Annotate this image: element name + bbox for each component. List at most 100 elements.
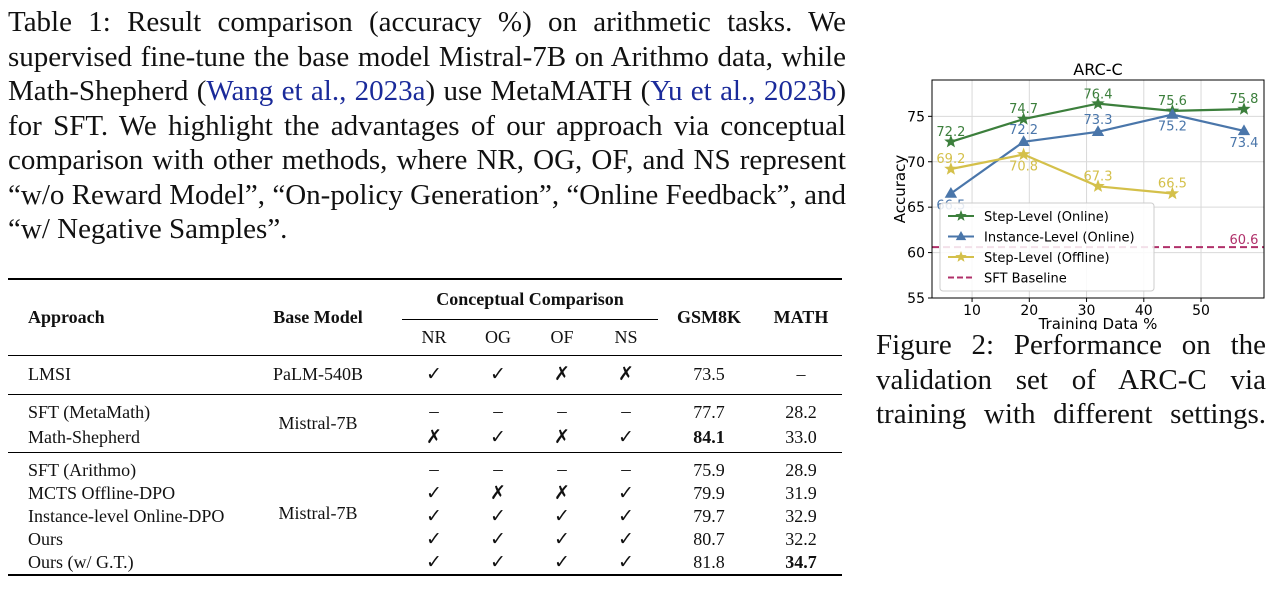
og-cell: ✓ [490, 529, 506, 550]
approach-cell: LMSI [28, 364, 72, 384]
gsm8k-cell: 73.5 [693, 364, 725, 384]
og-cell: – [493, 401, 503, 423]
nr-cell: – [429, 401, 439, 423]
ns-cell: – [621, 401, 631, 423]
header-ns: NS [614, 326, 638, 347]
series-line [950, 153, 1173, 195]
nr-cell: ✓ [426, 506, 442, 527]
approach-cell: Instance-level Online-DPO [28, 506, 225, 526]
ns-cell: ✓ [618, 483, 634, 504]
nr-cell: ✓ [426, 529, 442, 550]
x-axis-label: Training Data % [1038, 315, 1158, 330]
of-cell: ✓ [554, 506, 570, 527]
header-gsm8k: GSM8K [676, 306, 741, 327]
star-marker [1091, 179, 1105, 192]
star-marker [1165, 186, 1180, 200]
og-cell: ✓ [490, 364, 506, 385]
base-model-cell: Mistral-7B [278, 412, 358, 433]
base-model-cell: Mistral-7B [278, 502, 358, 523]
legend-box [939, 202, 1155, 292]
x-tick-label: 20 [1020, 303, 1038, 319]
of-cell: – [557, 401, 567, 423]
data-label: 72.2 [1009, 123, 1038, 138]
data-label: 73.4 [1229, 136, 1258, 151]
citation-wang[interactable]: Wang et al., 2023a [206, 75, 426, 107]
of-cell: ✗ [554, 427, 570, 449]
og-cell: – [493, 459, 503, 481]
nr-cell: ✗ [426, 427, 442, 449]
triangle-marker [1091, 125, 1105, 136]
table-row: MCTS Offline-DPO ✓ ✗ ✗ ✓ 79.9 31.9 [8, 482, 842, 505]
og-cell: ✓ [490, 552, 506, 573]
star-marker [1016, 112, 1031, 125]
approach-cell: Ours [28, 529, 63, 549]
figure-caption: Figure 2: Performance on the validation … [876, 329, 1266, 430]
legend-label: Step-Level (Online) [984, 210, 1109, 225]
data-label: 74.7 [1009, 102, 1038, 117]
math-cell: 28.9 [785, 459, 817, 480]
arc-c-chart: 10 20 30 40 50 55 60 65 70 75 60.6 72.2 74.7 76.4 75.6… [891, 60, 1265, 330]
triangle-marker [1166, 108, 1179, 119]
header-nr: NR [421, 326, 447, 347]
plot-frame [931, 79, 1265, 299]
results-table-wrapper: Approach Base Model Conceptual Compariso… [8, 278, 842, 576]
triangle-marker [944, 187, 958, 198]
chart-title: ARC-C [1073, 60, 1122, 79]
data-label: 76.4 [1084, 88, 1113, 103]
header-conceptual-comparison: Conceptual Comparison [402, 279, 658, 320]
ns-cell: ✓ [618, 427, 634, 449]
gsm8k-cell: 75.9 [693, 459, 725, 480]
nr-cell: – [429, 459, 439, 481]
approach-cell: MCTS Offline-DPO [28, 483, 176, 503]
header-og: OG [485, 326, 511, 347]
star-marker [944, 134, 958, 148]
nr-cell: ✓ [426, 364, 442, 385]
og-cell: ✗ [490, 483, 506, 504]
data-label: 75.6 [1158, 94, 1187, 109]
triangle-marker [1017, 135, 1030, 146]
gsm8k-cell: 79.9 [693, 483, 725, 503]
gsm8k-cell: 81.8 [693, 552, 725, 572]
ns-cell: ✗ [618, 364, 634, 385]
header-approach: Approach [28, 306, 105, 327]
citation-yu[interactable]: Yu et al., 2023b [650, 75, 837, 107]
table-row: Ours ✓ ✓ ✓ ✓ 80.7 32.2 [8, 528, 842, 551]
caption-prefix: Table 1: Result comparison (accuracy %) … [8, 6, 846, 107]
table-row: LMSI PaLM-540B ✓ ✓ ✗ ✗ 73.5 – [8, 355, 842, 394]
of-cell: ✗ [554, 483, 570, 504]
nr-cell: ✓ [426, 483, 442, 504]
header-math: MATH [773, 306, 829, 327]
table-row: Math-Shepherd ✗ ✓ ✗ ✓ 84.1 33.0 [8, 424, 842, 452]
math-cell: 28.2 [785, 401, 817, 422]
star-marker [955, 210, 967, 221]
gsm8k-cell: 84.1 [693, 427, 725, 448]
ns-cell: ✓ [618, 529, 634, 550]
baseline-data-label: 60.6 [1229, 233, 1258, 248]
triangle-marker [955, 231, 967, 241]
legend-label: Instance-Level (Online) [984, 231, 1135, 246]
table-row: Instance-level Online-DPO ✓ ✓ ✓ ✓ 79.7 3… [8, 505, 842, 528]
of-cell: ✓ [554, 552, 570, 573]
og-cell: ✓ [490, 506, 506, 527]
approach-cell: SFT (Arithmo) [28, 459, 137, 480]
og-cell: ✓ [490, 427, 506, 449]
results-table: Approach Base Model Conceptual Compariso… [8, 278, 842, 576]
gsm8k-cell: 80.7 [693, 529, 725, 549]
header-of: OF [550, 326, 574, 347]
y-tick-label: 65 [907, 200, 925, 216]
table-row: SFT (Arithmo) Mistral-7B – – – – 75.9 28… [8, 452, 842, 523]
math-cell: 32.9 [785, 506, 817, 526]
data-label: 75.8 [1229, 92, 1258, 107]
y-tick-label: 70 [907, 155, 925, 171]
x-tick-label: 10 [963, 303, 981, 319]
star-marker [1016, 147, 1031, 161]
star-marker [1091, 96, 1105, 110]
legend-label: Step-Level (Offline) [984, 251, 1110, 266]
of-cell: ✓ [554, 529, 570, 550]
table-caption: Table 1: Result comparison (accuracy %) … [8, 5, 846, 247]
of-cell: ✗ [554, 364, 570, 385]
table-row: SFT (MetaMath) Mistral-7B – – – – 77.7 2… [8, 394, 842, 433]
nr-cell: ✓ [426, 552, 442, 573]
approach-cell: SFT (MetaMath) [28, 401, 151, 422]
x-tick-label: 40 [1135, 303, 1153, 319]
